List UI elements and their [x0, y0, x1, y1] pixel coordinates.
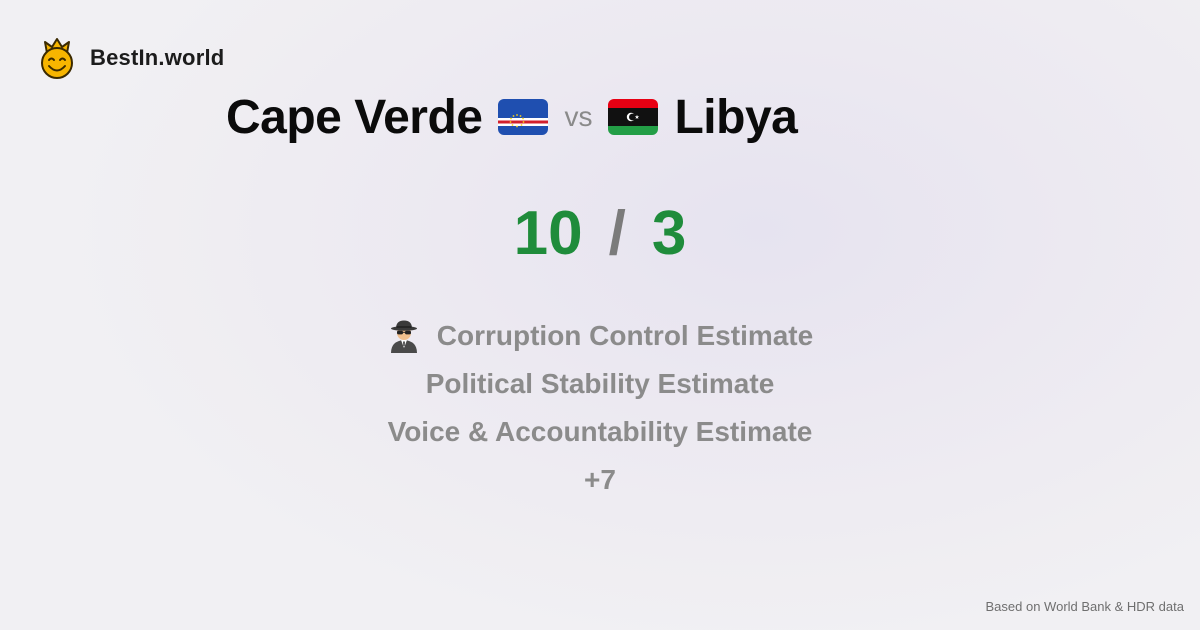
criterion-corruption-control: Corruption Control Estimate [0, 312, 1200, 360]
criterion-label: Voice & Accountability Estimate [387, 416, 813, 447]
libya-flag-icon [608, 99, 659, 135]
country-b-name[interactable]: Libya [674, 90, 798, 144]
score: 10 / 3 [0, 196, 1200, 272]
brand-name: BestIn.world [90, 45, 225, 70]
spy-icon [390, 320, 417, 353]
score-a: 10 [513, 199, 583, 268]
country-a-name[interactable]: Cape Verde [226, 90, 483, 144]
criterion-label: Political Stability Estimate [425, 368, 775, 399]
criterion-voice-accountability: Voice & Accountability Estimate [0, 408, 1200, 456]
comparison-title: Cape Verde vs Libya [226, 88, 798, 146]
brand[interactable]: BestIn.world [38, 36, 224, 80]
vs-label: vs [564, 101, 593, 132]
criterion-label: Corruption Control Estimate [436, 320, 814, 351]
more-criteria-count[interactable]: +7 [0, 456, 1200, 504]
score-separator: / [608, 199, 626, 268]
more-criteria-label: +7 [584, 464, 616, 495]
criteria-list: Corruption Control Estimate Political St… [0, 312, 1200, 504]
data-source-note: Based on World Bank & HDR data [985, 599, 1184, 614]
score-b: 3 [651, 199, 687, 268]
criterion-political-stability: Political Stability Estimate [0, 360, 1200, 408]
cape-verde-flag-icon [498, 99, 549, 135]
crowned-smiley-icon [41, 38, 73, 79]
